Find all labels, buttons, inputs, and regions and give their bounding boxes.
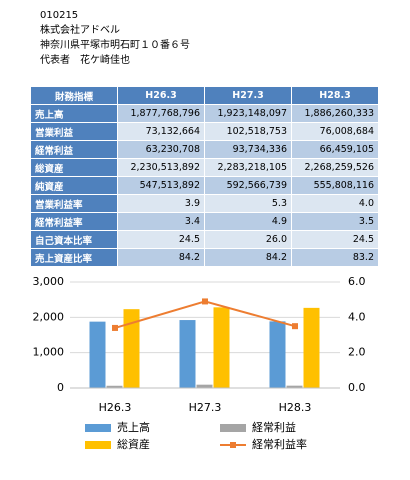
row-label: 売上高 (30, 104, 118, 123)
marker (292, 323, 298, 330)
y-tick-label: 3,000 (33, 275, 65, 288)
value-cell: 2,283,218,105 (204, 158, 292, 177)
table-row: 売上高 1,877,768,796 1,923,148,097 1,886,260,3… (30, 104, 379, 123)
value-cell: 24.5 (291, 230, 379, 249)
row-label: 営業利益 (30, 122, 118, 141)
bar (123, 309, 140, 388)
value-cell: 555,808,116 (291, 176, 379, 195)
value-cell: 73,132,664 (117, 122, 205, 141)
legend-label: 売上高 (117, 420, 150, 434)
row-label: 経常利益 (30, 140, 118, 159)
value-cell: 592,566,739 (204, 176, 292, 195)
y-tick-label: 0 (57, 381, 64, 394)
header-cell: H26.3 (117, 86, 205, 105)
table-row: 自己資本比率 24.5 26.0 24.5 (30, 230, 379, 249)
value-cell: 4.9 (204, 212, 292, 231)
row-label: 純資産 (30, 176, 118, 195)
legend-label: 総資産 (117, 437, 150, 451)
legend-swatch (220, 424, 246, 432)
bar (303, 307, 320, 388)
y2-tick-label: 4.0 (348, 310, 366, 323)
table-row: 経常利益 63,230,708 93,734,336 66,459,105 (30, 140, 379, 159)
table-row: 売上資産比率 84.2 84.2 83.2 (30, 248, 379, 267)
value-cell: 24.5 (117, 230, 205, 249)
x-tick-label: H28.3 (279, 401, 312, 414)
value-cell: 2,230,513,892 (117, 158, 205, 177)
y2-tick-label: 0.0 (348, 381, 366, 394)
code: 010215 (40, 10, 79, 21)
value-cell: 63,230,708 (117, 140, 205, 159)
value-cell: 547,513,892 (117, 176, 205, 195)
header-cell: 財務指標 (30, 86, 118, 105)
value-cell: 4.0 (291, 194, 379, 213)
company: 株式会社アドベル (40, 25, 120, 36)
value-cell: 84.2 (117, 248, 205, 267)
line (114, 300, 296, 329)
marker (112, 324, 118, 331)
chart: 0 1,000 2,000 3,000 0.0 2.0 4.0 6.0 H26.3 H27.3 H2… (33, 275, 366, 451)
bar (213, 307, 230, 388)
representative: 代表者 花ケ崎佳也 (40, 55, 130, 66)
table-row: 営業利益率 3.9 5.3 4.0 (30, 194, 379, 213)
value-cell: 26.0 (204, 230, 292, 249)
value-cell: 3.5 (291, 212, 379, 231)
y2-tick-label: 6.0 (348, 275, 366, 288)
row-label: 経常利益率 (30, 212, 118, 231)
y-tick-label: 1,000 (33, 346, 65, 359)
value-cell: 3.9 (117, 194, 205, 213)
bar (269, 321, 286, 388)
y-tick-label: 2,000 (33, 310, 65, 323)
table-row: 営業利益 73,132,664 102,518,753 76,008,684 (30, 122, 379, 141)
value-cell: 2,268,259,526 (291, 158, 379, 177)
x-tick-label: H26.3 (99, 401, 132, 414)
bar (196, 384, 213, 388)
y2-tick-label: 2.0 (348, 346, 366, 359)
value-cell: 1,877,768,796 (117, 104, 205, 123)
value-cell: 93,734,336 (204, 140, 292, 159)
x-tick-label: H27.3 (189, 401, 222, 414)
legend-label: 経常利益率 (252, 437, 307, 451)
marker (202, 298, 208, 305)
row-label: 自己資本比率 (30, 230, 118, 249)
header-cell: H28.3 (291, 86, 379, 105)
legend-swatch (85, 441, 111, 449)
header-cell: H27.3 (204, 86, 292, 105)
address: 神奈川県平塚市明石町１０番６号 (40, 40, 190, 51)
value-cell: 3.4 (117, 212, 205, 231)
value-cell: 66,459,105 (291, 140, 379, 159)
value-cell: 1,923,148,097 (204, 104, 292, 123)
row-label: 総資産 (30, 158, 118, 177)
legend-marker (230, 442, 236, 448)
value-cell: 76,008,684 (291, 122, 379, 141)
table-row: 純資産 547,513,892 592,566,739 555,808,116 (30, 176, 379, 195)
bar (106, 385, 123, 388)
header-row: 財務指標 H26.3 H27.3 H28.3 (30, 86, 379, 105)
legend-label: 経常利益 (252, 420, 296, 434)
table-row: 総資産 2,230,513,892 2,283,218,105 2,268,259,5… (30, 158, 379, 177)
bar (286, 385, 303, 388)
value-cell: 83.2 (291, 248, 379, 267)
table-row: 経常利益率 3.4 4.9 3.5 (30, 212, 379, 231)
value-cell: 5.3 (204, 194, 292, 213)
bar (179, 320, 196, 388)
header: 010215 株式会社アドベル 神奈川県平塚市明石町１０番６号 代表者 花ケ崎佳… (40, 8, 190, 68)
row-label: 売上資産比率 (30, 248, 118, 267)
value-cell: 102,518,753 (204, 122, 292, 141)
bar (89, 321, 106, 388)
value-cell: 1,886,260,333 (291, 104, 379, 123)
value-cell: 84.2 (204, 248, 292, 267)
legend-swatch (85, 424, 111, 432)
financial-table: 財務指標 H26.3 H27.3 H28.3 売上高 1,877,768,796 1,923… (30, 86, 379, 267)
row-label: 営業利益率 (30, 194, 118, 213)
